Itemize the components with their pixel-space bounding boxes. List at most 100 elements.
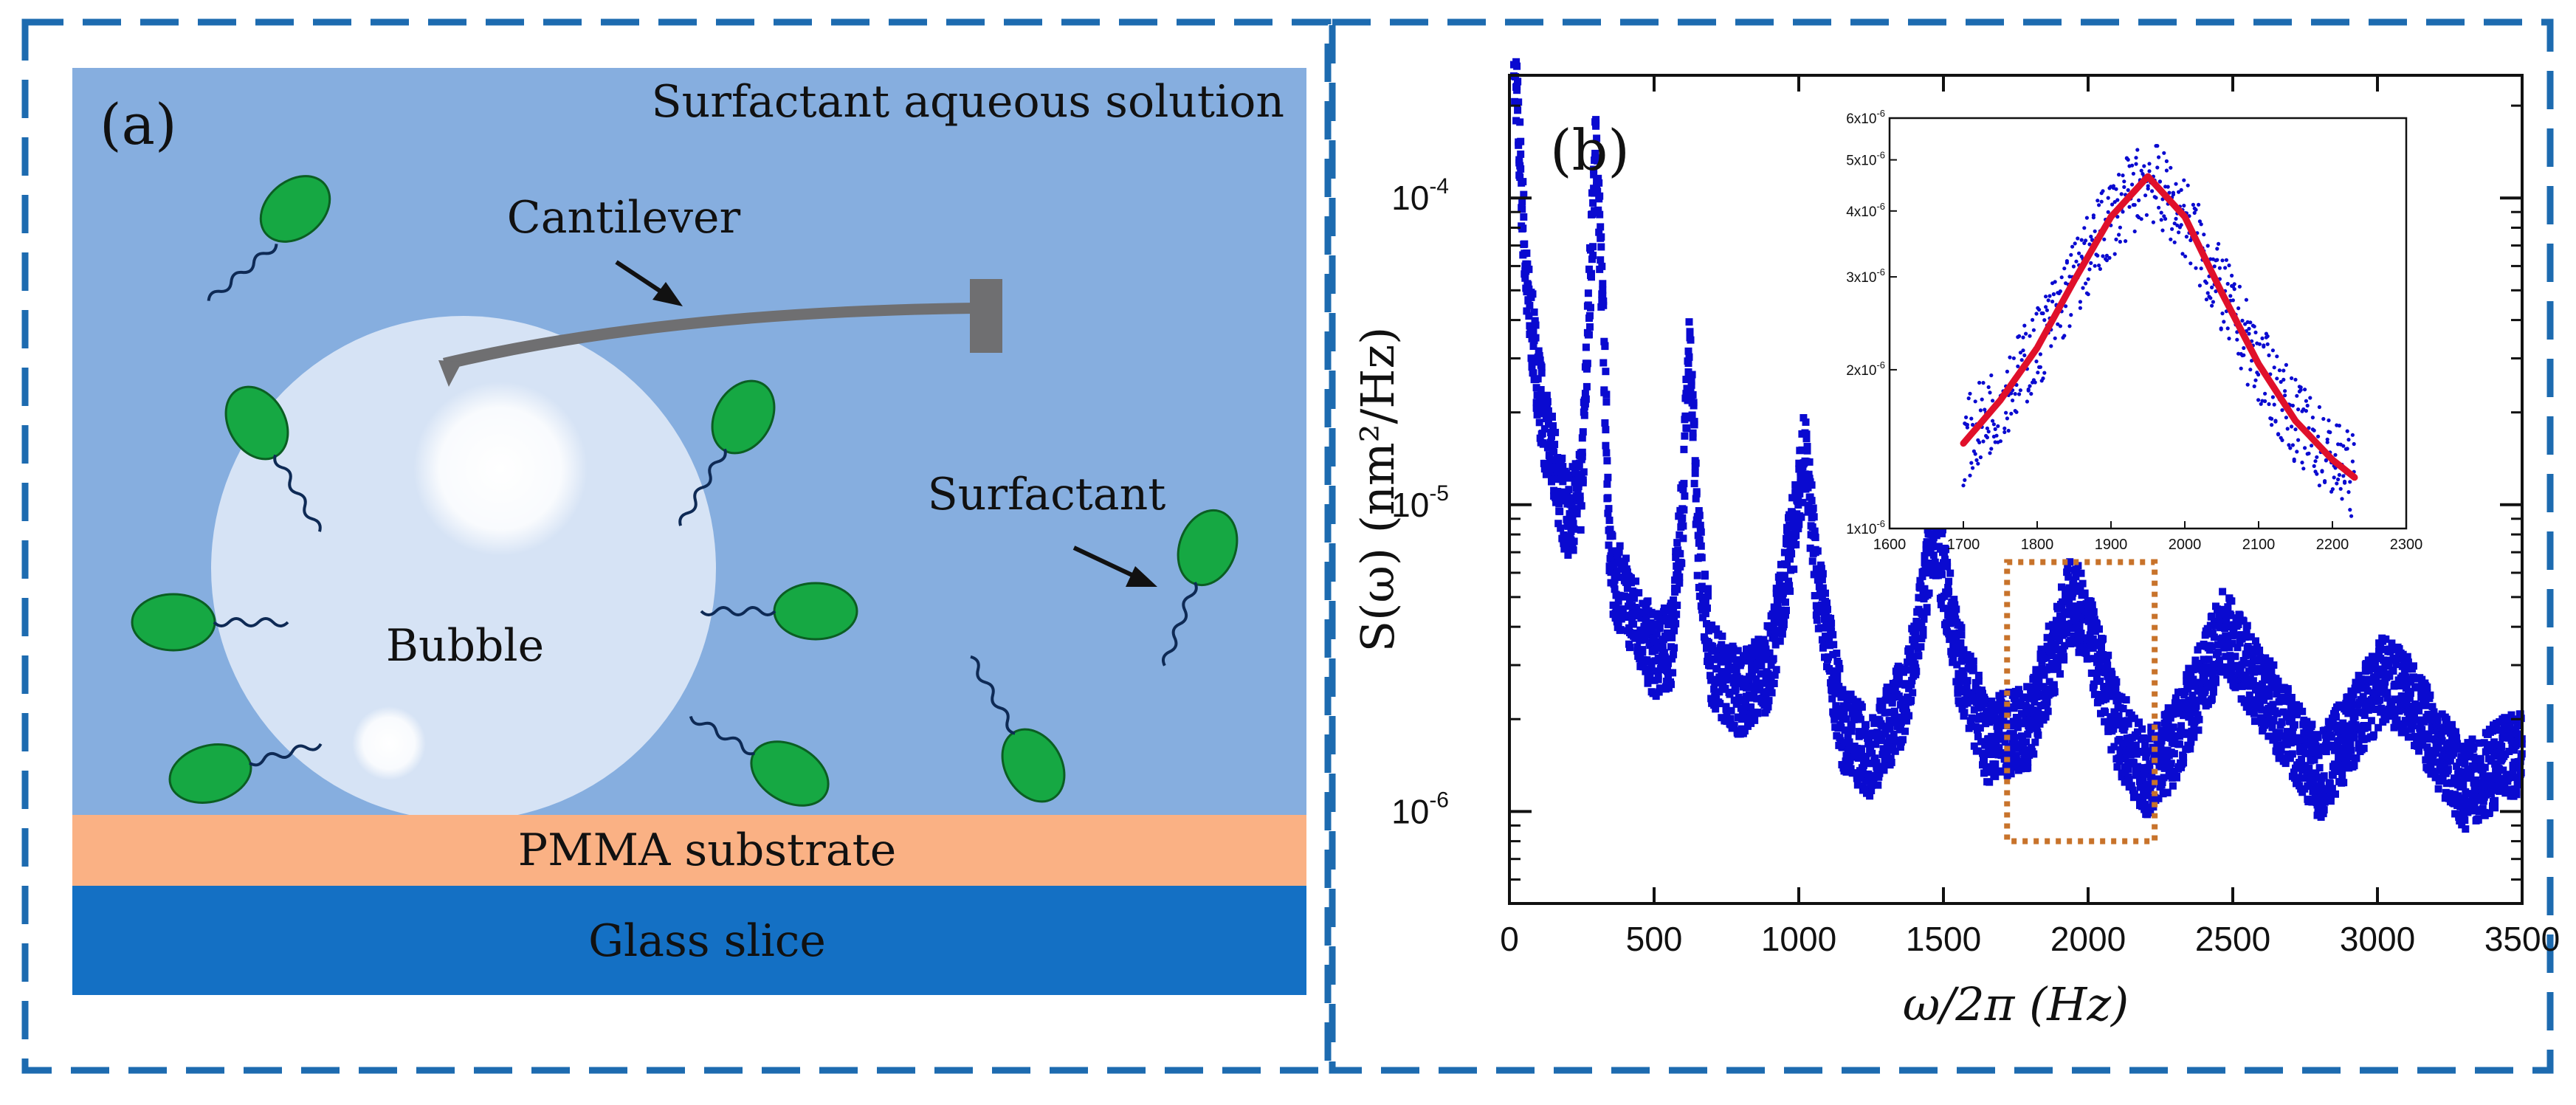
spectrum-point	[1980, 757, 1988, 765]
inset-point	[2130, 182, 2135, 187]
inset-y-tick-label: 2x10-6	[1846, 359, 1885, 379]
spectrum-point	[2462, 753, 2470, 761]
spectrum-point	[1917, 582, 1925, 590]
spectrum-point	[1876, 769, 1884, 777]
spectrum-point	[2360, 744, 2368, 752]
inset-point	[2284, 362, 2288, 367]
spectrum-point	[1976, 724, 1984, 732]
spectrum-point	[2127, 782, 2135, 790]
spectrum-point	[1716, 700, 1724, 708]
spectrum-point	[1582, 395, 1590, 403]
inset-point	[2095, 253, 2100, 258]
spectrum-point	[2018, 732, 2025, 740]
spectrum-point	[1551, 441, 1559, 449]
spectrum-point	[1774, 599, 1782, 607]
spectrum-point	[1669, 602, 1677, 610]
spectrum-point	[2444, 765, 2452, 774]
spectrum-point	[2434, 758, 2442, 766]
inset-point	[2053, 280, 2057, 284]
spectrum-point	[1580, 468, 1588, 476]
spectrum-point	[1923, 604, 1931, 612]
spectrum-point	[1616, 574, 1625, 582]
inset-point	[2217, 241, 2221, 246]
inset-point	[2005, 369, 2009, 374]
spectrum-point	[2305, 771, 2313, 779]
spectrum-point	[2373, 706, 2381, 713]
spectrum-point	[1550, 486, 1558, 495]
main-x-axis-ticks: 0 500 1000 1500 2000 2500 3000 3500	[1500, 75, 2560, 958]
spectrum-point	[2097, 709, 2104, 717]
spectrum-point	[2468, 735, 2476, 743]
spectrum-point	[1819, 570, 1827, 578]
spectrum-point	[2110, 720, 2118, 728]
spectrum-point	[2199, 692, 2207, 700]
spectrum-point	[2030, 673, 2038, 681]
spectrum-point	[2250, 709, 2258, 717]
spectrum-point	[1670, 596, 1678, 604]
inset-point	[2252, 324, 2256, 328]
inset-point	[2199, 222, 2203, 227]
spectrum-point	[2190, 733, 2198, 741]
inset-y-tick-exponent: -6	[1876, 150, 1885, 161]
spectrum-point	[1588, 269, 1595, 278]
spectrum-point	[2332, 713, 2340, 721]
inset-fit-line	[1960, 173, 2358, 481]
inset-point	[2024, 331, 2028, 336]
spectrum-point	[2304, 798, 2312, 805]
inset-point	[2139, 168, 2143, 173]
spectrum-point	[2494, 726, 2502, 734]
spectrum-point	[2024, 758, 2032, 766]
spectrum-point	[2193, 659, 2201, 667]
cantilever-arrow	[615, 260, 683, 306]
spectrum-point	[1627, 593, 1634, 601]
spectrum-point	[1945, 577, 1953, 585]
inset-point	[2259, 402, 2263, 406]
spectrum-point	[2392, 696, 2400, 703]
spectrum-point	[2163, 788, 2172, 796]
spectrum-point	[1635, 609, 1643, 616]
spectrum-point	[1566, 474, 1574, 482]
spectrum-point	[1658, 658, 1666, 667]
spectrum-point	[2401, 703, 2409, 711]
spectrum-point	[2104, 661, 2112, 669]
spectrum-point	[1862, 752, 1870, 760]
spectrum-point	[2432, 749, 2440, 757]
spectrum-point	[2099, 651, 2107, 658]
spectrum-point	[1670, 650, 1678, 658]
spectrum-point	[2192, 702, 2200, 710]
spectrum-point	[2355, 740, 2363, 748]
surfactant-molecule	[970, 655, 1066, 803]
spectrum-point	[2214, 667, 2221, 675]
spectrum-point	[1622, 554, 1630, 562]
inset-point	[2101, 254, 2105, 258]
spectrum-point	[1847, 690, 1855, 698]
spectrum-point	[2361, 667, 2369, 675]
spectrum-point	[2247, 681, 2255, 689]
spectrum-point	[1921, 561, 1929, 569]
spectrum-point	[1673, 610, 1681, 619]
spectrum-point	[2461, 760, 2469, 768]
spectrum-point	[1678, 514, 1687, 522]
spectrum-point	[1954, 689, 1962, 697]
inset-point	[2038, 352, 2042, 357]
inset-point	[2199, 266, 2203, 271]
inset-point	[2118, 225, 2122, 230]
spectrum-point	[2298, 766, 2307, 774]
spectrum-point	[1873, 729, 1881, 737]
inset-point	[2089, 261, 2093, 265]
spectrum-point	[2345, 753, 2353, 760]
spectrum-point	[2072, 573, 2080, 581]
spectrum-point	[1512, 58, 1521, 66]
inset-point	[1977, 380, 1982, 385]
inset-point	[2337, 424, 2341, 428]
glass-slice-label: Glass slice	[588, 915, 826, 967]
spectrum-point	[2124, 765, 2132, 774]
spectrum-point	[1523, 260, 1532, 268]
inset-point	[2167, 190, 2172, 195]
spectrum-point	[1951, 601, 1959, 609]
spectrum-point	[2348, 699, 2356, 707]
spectrum-point	[1592, 116, 1600, 124]
inset-point	[2205, 291, 2210, 295]
spectrum-point	[1889, 743, 1897, 751]
spectrum-point	[2180, 759, 2188, 767]
